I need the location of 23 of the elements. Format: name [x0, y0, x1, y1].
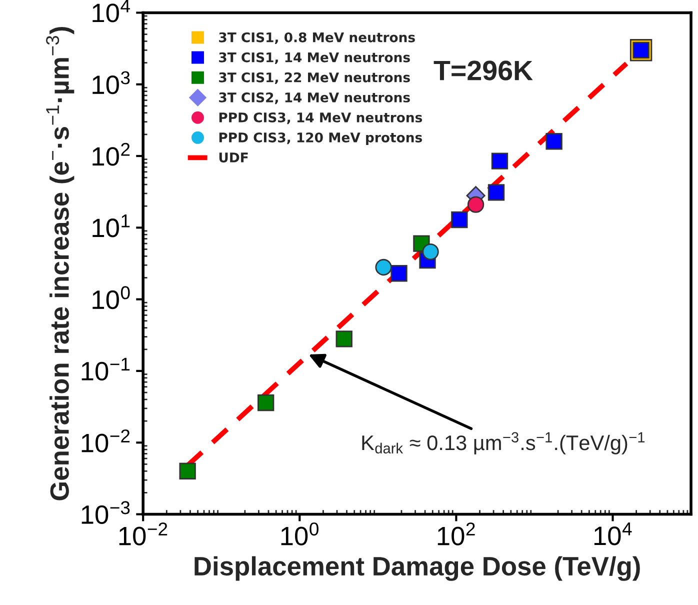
x-tick-label: 10$^{2}$	[438, 522, 475, 546]
annotation: K$_{dark}$ ≈ 0.13 µm$^{−3}$.s$^{−1}$.(TeV/g)$^{−1}$	[362, 432, 645, 454]
annotation: T=296K	[434, 60, 533, 80]
y-tick-label: 10$^{0}$	[92, 286, 130, 310]
y-tick-label: 10$^{4}$	[92, 0, 130, 22]
x-tick-label: 10$^{−2}$	[119, 522, 168, 546]
legend-label: 3T CIS1, 22 MeV neutrons	[219, 72, 410, 84]
x-axis-title: Displacement Damage Dose (TeV/g)	[194, 556, 640, 581]
y-tick-label: 10$^{2}$	[92, 142, 130, 166]
y-tick-label: 10$^{−2}$	[82, 429, 130, 452]
y-tick-label: 10$^{3}$	[92, 71, 130, 94]
x-tick-label: 10$^{0}$	[281, 522, 318, 546]
legend-label: 3T CIS1, 14 MeV neutrons	[219, 52, 410, 64]
legend-label: PPD CIS3, 120 MeV protons	[219, 132, 422, 146]
legend-label: 3T CIS1, 0.8 MeV neutrons	[219, 32, 415, 44]
y-tick-label: 10$^{−3}$	[82, 501, 130, 524]
legend-label: PPD CIS3, 14 MeV neutrons	[219, 112, 422, 124]
legend-label: 3T CIS2, 14 MeV neutrons	[219, 92, 410, 104]
legend-label: UDF	[219, 152, 248, 162]
y-tick-label: 10$^{1}$	[92, 214, 130, 238]
x-tick-label: 10$^{4}$	[594, 522, 632, 546]
y-tick-label: 10$^{−1}$	[82, 358, 130, 381]
y-axis-title: Generation rate increase (e$^{−}$·s$^{−1}$·µm$^{−3}$)	[46, 26, 74, 500]
